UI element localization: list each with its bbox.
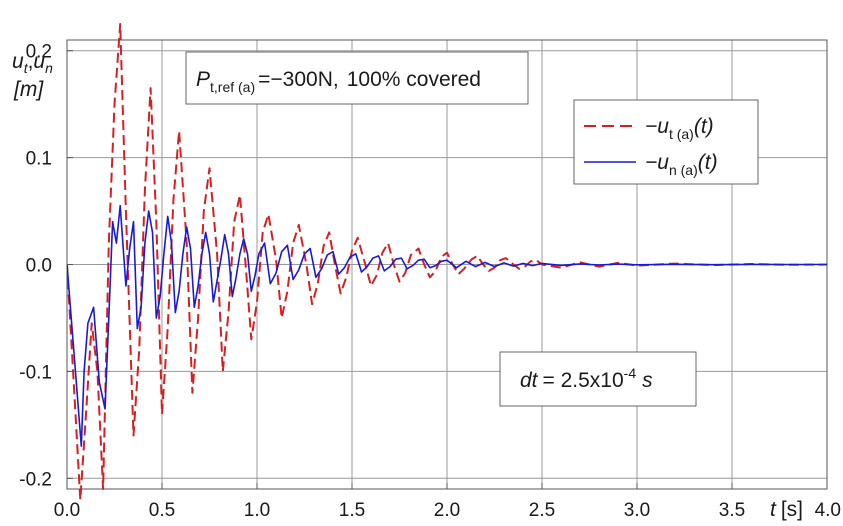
x-tick-label: 0.0	[54, 500, 80, 521]
x-tick-label: 2.5	[529, 500, 555, 521]
legend-label-ut: −ut (a)(t)	[645, 115, 714, 142]
legend-entry-ut: −ut (a)(t)	[584, 115, 714, 142]
dt-annotation-box	[499, 351, 697, 407]
y-label-sep: ,	[28, 50, 34, 73]
y-tick-label: 0.0	[26, 256, 52, 277]
series-line-un	[67, 204, 827, 447]
y-tick-label: 0.2	[26, 42, 52, 63]
dt-value: = 2.5x10	[543, 369, 624, 392]
x-tick-label: 3.0	[624, 500, 650, 521]
series-line-ut	[67, 23, 827, 501]
x-tick-label: 2.0	[434, 500, 460, 521]
dt-unit: s	[642, 369, 653, 392]
x-label-unit: [s]	[781, 498, 803, 521]
y-tick-label: -0.2	[19, 469, 52, 490]
y-label-var1: u	[12, 50, 24, 73]
load-annotation: Pt,ref (a) =−300N, 100% covered	[196, 68, 481, 95]
load-coverage: 100% covered	[347, 68, 481, 91]
legend-un-main: −u	[645, 151, 669, 174]
legend-ut-sub: t (a)	[669, 126, 694, 142]
y-tick-label: -0.1	[19, 362, 52, 383]
x-axis-ticks: 0.0 0.5 1.0 1.5 2.0 2.5 3.0 3.5 4.0	[54, 483, 841, 521]
x-tick-label: 3.5	[719, 500, 745, 521]
legend-un-arg: (t)	[698, 151, 718, 174]
dt-var: dt	[520, 369, 539, 392]
x-tick-label: 0.5	[149, 500, 175, 521]
load-annotation-box	[185, 51, 529, 105]
legend-ut-main: −u	[645, 115, 669, 138]
y-tick-label: 0.1	[26, 149, 52, 170]
y-label-sub1: t	[24, 60, 29, 76]
dt-annotation: dt = 2.5x10-4 s	[520, 365, 653, 392]
y-axis-label: ut,un	[12, 50, 53, 76]
load-symbol: P	[196, 68, 210, 91]
x-tick-label: 1.5	[339, 500, 365, 521]
x-label-var: t	[770, 498, 777, 521]
load-subscript: t,ref (a)	[210, 79, 255, 95]
x-axis-label: t [s]	[770, 498, 803, 521]
series-layer	[67, 23, 827, 501]
y-label-sub2: n	[45, 60, 53, 76]
y-axis-unit: [m]	[13, 78, 44, 101]
legend-un-sub: n (a)	[669, 162, 698, 178]
dt-exponent: -4	[624, 365, 637, 381]
legend-entry-un: −un (a)(t)	[584, 151, 718, 178]
x-tick-label: 1.0	[244, 500, 270, 521]
load-value: =−300N,	[258, 68, 339, 91]
legend-ut-arg: (t)	[694, 115, 714, 138]
legend-label-un: −un (a)(t)	[645, 151, 718, 178]
legend-box	[573, 99, 759, 185]
y-label-var2: u	[33, 50, 45, 73]
y-axis-ticks: 0.2 0.1 0.0 -0.1 -0.2	[19, 42, 73, 490]
x-tick-label: 4.0	[815, 500, 841, 521]
